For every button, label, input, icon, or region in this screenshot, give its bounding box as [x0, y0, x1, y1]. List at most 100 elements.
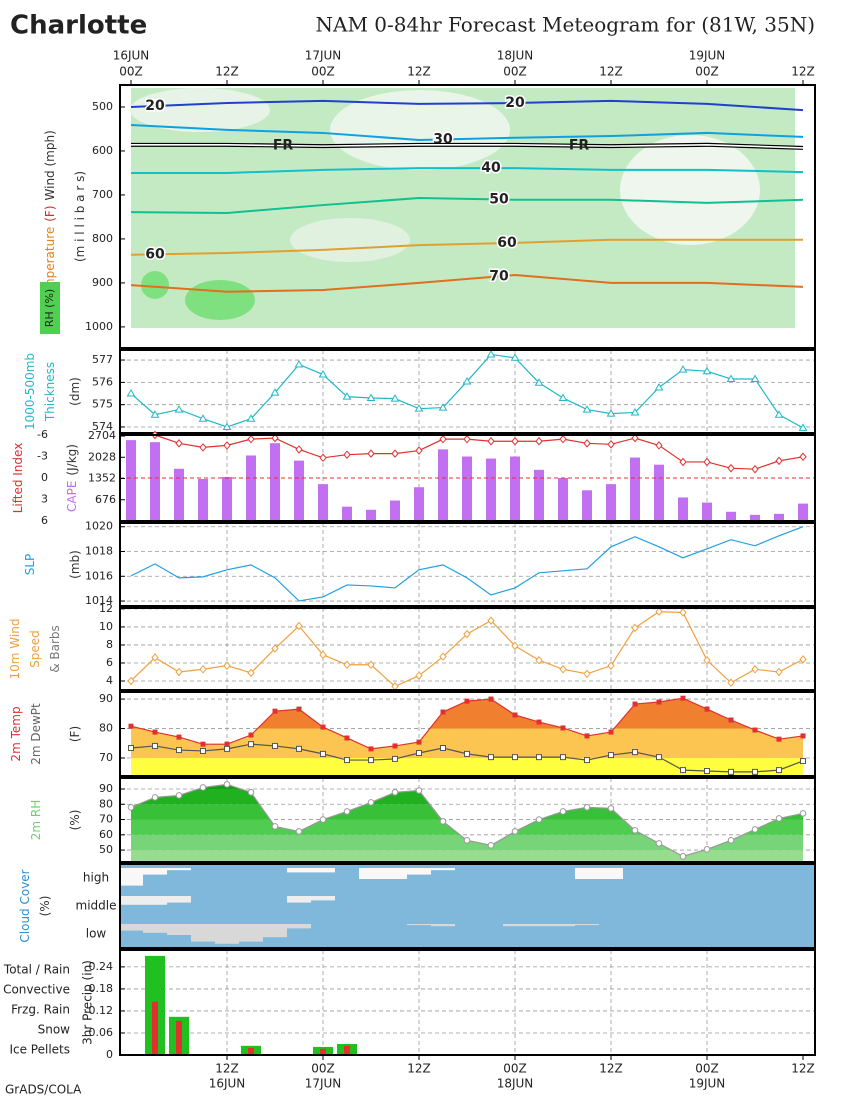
marker	[607, 805, 615, 812]
marker	[486, 349, 496, 358]
legend-label: Frzg. Rain	[11, 1003, 70, 1017]
y-axis-label-part: (m i l l i b a r s)	[73, 171, 87, 262]
marker	[775, 456, 783, 466]
y-tick-label: 8	[106, 638, 113, 651]
x-tick-label: 00Z	[503, 1062, 527, 1076]
bar	[174, 468, 184, 521]
marker	[655, 441, 663, 450]
y-tick-label: 700	[92, 188, 113, 201]
marker	[174, 405, 184, 413]
marker	[582, 405, 592, 413]
band	[131, 758, 803, 776]
panel	[120, 350, 815, 433]
marker	[199, 443, 207, 452]
y2-tick-label: 6	[41, 514, 48, 527]
y-tick-label: 574	[92, 420, 113, 433]
bar	[344, 1045, 350, 1055]
y-tick-label: 1014	[85, 594, 113, 607]
y-axis-label: CAPE (J/kg)	[65, 444, 79, 512]
cloud-cell	[143, 924, 167, 933]
marker	[199, 665, 207, 674]
rh-legend-box	[40, 282, 60, 334]
y-tick-label: 800	[92, 232, 113, 245]
cloud-level-label: high	[83, 871, 109, 885]
bands	[131, 784, 803, 862]
x-tick-label: 00Z	[311, 1062, 335, 1076]
y-axis-label: (%)	[68, 810, 82, 831]
y2-tick-label: -3	[37, 450, 48, 463]
x-tick-label: 12Z	[215, 1062, 239, 1076]
y-tick-label: 1020	[85, 520, 113, 533]
cloud-cell	[287, 868, 311, 873]
marker	[559, 665, 567, 674]
marker	[367, 660, 375, 670]
marker	[223, 441, 231, 450]
marker	[608, 729, 614, 735]
panel	[120, 692, 815, 776]
bar	[702, 502, 712, 521]
marker	[151, 653, 159, 662]
panel	[120, 608, 815, 690]
panel-frame	[119, 522, 816, 607]
marker	[511, 641, 519, 651]
cloud-cell	[431, 924, 455, 927]
marker	[631, 827, 639, 834]
marker	[727, 463, 735, 473]
marker	[487, 436, 495, 446]
marker	[439, 818, 447, 825]
marker	[175, 439, 183, 448]
marker	[391, 789, 399, 796]
bar	[248, 1048, 254, 1055]
subtitle: NAM 0-84hr Forecast Meteogram for (81W, …	[316, 13, 816, 37]
x-tick-date: 18JUN	[497, 1077, 534, 1091]
y-axis-label-part: (%)	[38, 896, 52, 917]
bar	[678, 497, 688, 521]
marker	[439, 434, 447, 444]
y-axis-label-part: Speed	[28, 630, 42, 668]
marker	[752, 727, 758, 733]
marker	[679, 608, 687, 617]
marker	[176, 734, 182, 740]
contour-label: 20	[145, 98, 165, 114]
legend-label: Snow	[38, 1023, 71, 1037]
marker	[439, 652, 447, 661]
marker	[248, 741, 254, 748]
marker	[536, 719, 542, 725]
cloud-cell	[167, 896, 191, 903]
marker	[368, 757, 374, 764]
bar	[342, 506, 352, 521]
cloud-level-label: low	[86, 927, 107, 941]
y-axis-label: (%)	[38, 896, 52, 917]
marker	[344, 735, 350, 741]
y-axis-label-part: 2m DewPt	[29, 703, 43, 765]
freezing-level-halo	[131, 144, 804, 149]
marker	[320, 750, 326, 757]
marker	[343, 660, 351, 670]
marker	[199, 784, 207, 791]
marker	[799, 452, 807, 462]
bar	[630, 457, 640, 521]
marker	[175, 792, 183, 799]
bar	[198, 479, 208, 521]
x-tick-label: 12Z	[791, 1062, 815, 1076]
marker	[150, 410, 160, 418]
marker	[702, 366, 712, 375]
marker	[247, 434, 255, 444]
y-tick-label: 70	[99, 751, 113, 764]
title: Charlotte	[10, 11, 147, 41]
marker	[654, 382, 664, 391]
x-tick-date: 16JUN	[113, 49, 150, 63]
contour-label: 60	[497, 235, 517, 251]
bar	[534, 469, 544, 521]
marker	[415, 787, 423, 794]
marker	[440, 745, 446, 751]
marker	[751, 665, 759, 674]
bar	[462, 456, 472, 521]
bar	[414, 487, 424, 521]
legend-label: Ice Pellets	[9, 1043, 70, 1057]
panel-frame	[119, 863, 816, 949]
cloud-cell	[575, 924, 599, 926]
cloud-cell	[575, 868, 599, 879]
y-tick-label: 0	[106, 1048, 113, 1061]
